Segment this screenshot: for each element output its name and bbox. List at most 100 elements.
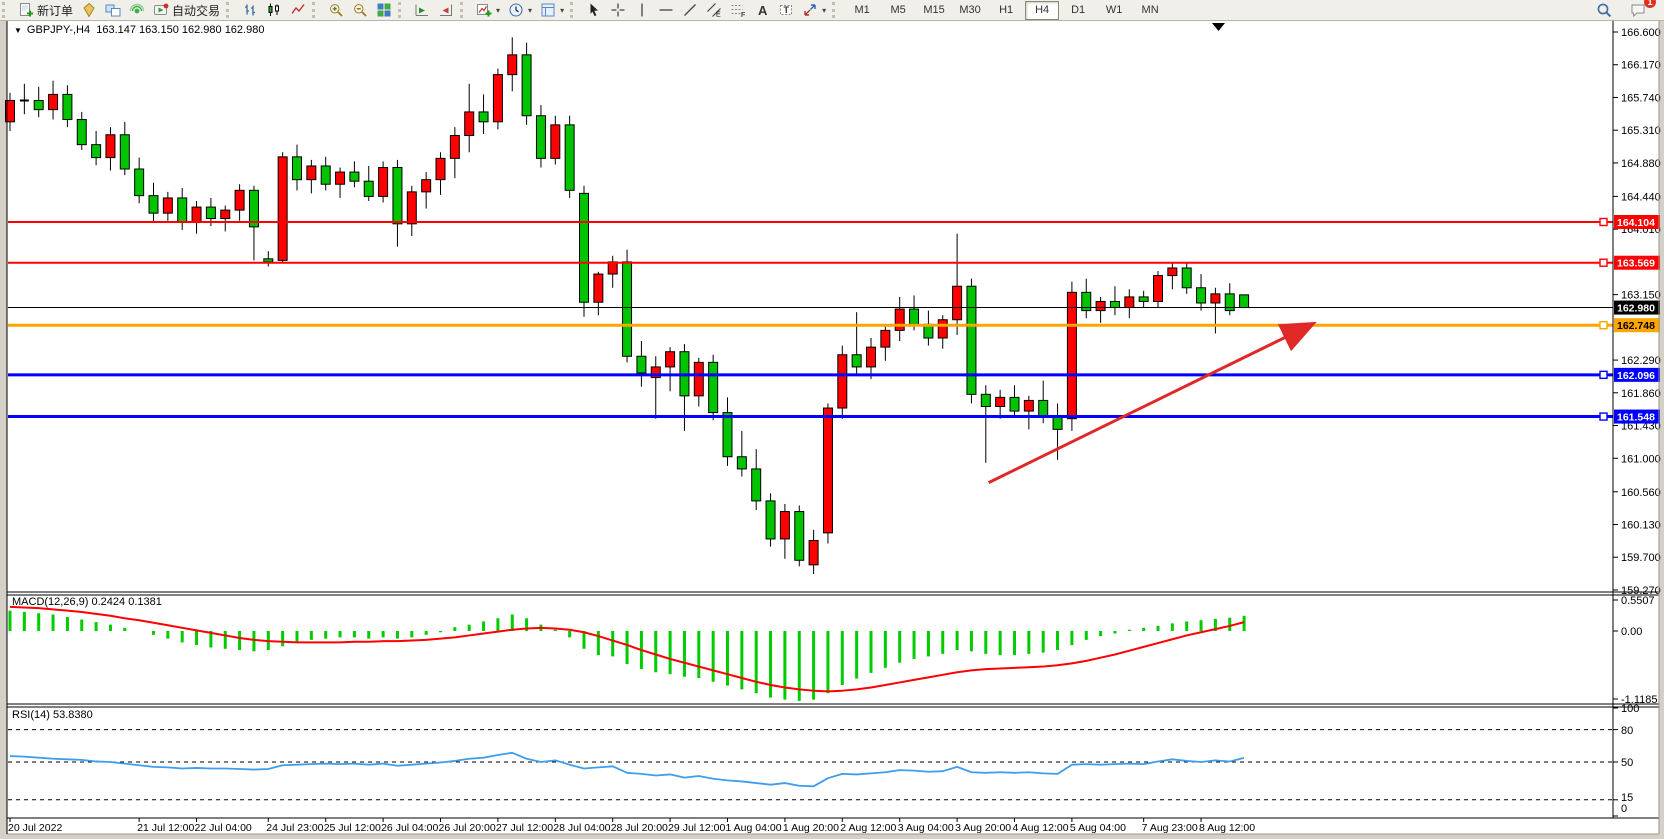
timeframe-m30-button[interactable]: M30 (959, 3, 981, 16)
price-tag: 162.748 (1617, 320, 1655, 332)
zoom-in-button[interactable] (324, 0, 348, 20)
hline-button[interactable] (654, 0, 678, 20)
autotrade-button-label: 自动交易 (172, 3, 221, 18)
rsi-tick-label: 50 (1621, 757, 1633, 769)
text-icon: A (758, 3, 768, 18)
text-button[interactable]: A (750, 0, 774, 20)
timeframe-m1-button[interactable]: M1 (854, 3, 870, 16)
timeframe-m5-button[interactable]: M5 (890, 3, 906, 16)
auto-scroll-icon (415, 4, 429, 16)
chart-shift-icon (440, 4, 453, 16)
time-tick-label: 3 Aug 04:00 (898, 822, 954, 834)
macd-pane: 0.5507 0.00 -1.1185 (8, 595, 1658, 706)
svg-text:E: E (716, 12, 721, 19)
timeframe-d1-button[interactable]: D1 (1071, 3, 1086, 16)
search-button[interactable] (1592, 0, 1616, 20)
price-tick-label: 159.700 (1621, 552, 1661, 564)
price-tag: 161.548 (1617, 412, 1655, 424)
macd-main-value: 0.2424 (91, 596, 126, 608)
price-tick-label: 162.290 (1621, 355, 1661, 367)
hline-objects (8, 217, 1613, 421)
time-tick-label: 20 Jul 2022 (8, 822, 62, 834)
macd-indicator-label: MACD(12,26,9) 0.2424 0.1381 (12, 596, 162, 608)
price-tag: 162.096 (1617, 370, 1655, 382)
trend-arrow[interactable] (988, 321, 1317, 484)
chat-icon (1631, 4, 1645, 18)
macd-tick-label: 0.00 (1621, 626, 1642, 638)
zoom-out-icon (354, 4, 367, 17)
arrows-icon (804, 4, 816, 16)
label-button[interactable]: T (774, 0, 798, 20)
price-tick-label: 164.880 (1621, 158, 1661, 170)
add-indicator-icon (477, 4, 492, 17)
zoom-out-button[interactable] (348, 0, 372, 20)
time-tick-label: 25 Jul 12:00 (324, 822, 381, 834)
dropdown-caret-icon[interactable]: ▾ (496, 5, 501, 15)
signals-button[interactable] (125, 0, 149, 20)
time-tick-label: 22 Jul 04:00 (195, 822, 252, 834)
price-tick-label: 160.130 (1621, 519, 1661, 531)
bar-chart-button[interactable] (238, 0, 262, 20)
timeframe-h1-button[interactable]: H1 (999, 3, 1014, 16)
notifications-button[interactable]: 1 (1626, 0, 1656, 20)
time-tick-label: 29 Jul 12:00 (668, 822, 725, 834)
price-tick-label: 164.440 (1621, 191, 1661, 203)
trendline-button[interactable] (678, 0, 702, 20)
price-tag: 164.104 (1617, 217, 1655, 229)
rsi-params: RSI(14) (12, 709, 50, 721)
time-tick-label: 27 Jul 12:00 (496, 822, 553, 834)
rsi-tick-label: 80 (1621, 725, 1633, 737)
periods-button[interactable]: ▾ (504, 0, 536, 20)
line-chart-button[interactable] (286, 0, 310, 20)
chart-shift-marker[interactable] (1212, 23, 1225, 31)
time-tick-label: 2 Aug 12:00 (840, 822, 896, 834)
autotrade-button[interactable]: 自动交易 (149, 0, 224, 20)
cursor-icon (590, 3, 599, 17)
trendline-icon (684, 4, 697, 16)
vline-button[interactable] (630, 0, 654, 20)
price-tick-label: 161.000 (1621, 453, 1661, 465)
charts-icon (105, 4, 121, 17)
arrows-button[interactable]: ▾ (798, 0, 830, 20)
candlestick-icon (268, 3, 280, 16)
market-button[interactable] (77, 0, 101, 20)
time-tick-label: 28 Jul 20:00 (611, 822, 668, 834)
search-icon (1597, 3, 1612, 18)
channel-button[interactable]: E (702, 0, 726, 20)
timeframe-h4-button[interactable]: H4 (1025, 0, 1060, 20)
tile-windows-button[interactable] (372, 0, 396, 20)
ohlc-quotes: 163.147 163.150 162.980 162.980 (96, 24, 265, 36)
cursor-button[interactable] (582, 0, 606, 20)
crosshair-button[interactable] (606, 0, 630, 20)
vline-icon (641, 3, 643, 17)
main-toolbar: 新订单 自动交易 ▾ ▾ ▾ E F A T ▾ M1 M5 M15 M30 H1 H4 D1 W1 MN 1 (0, 0, 1664, 21)
time-tick-label: 5 Aug 04:00 (1070, 822, 1126, 834)
chart-shift-button[interactable] (434, 0, 458, 20)
time-tick-label: 26 Jul 04:00 (381, 822, 438, 834)
toolbar-grip (460, 2, 470, 18)
dropdown-caret-icon[interactable]: ▾ (822, 5, 827, 15)
add-indicator-button[interactable]: ▾ (472, 0, 504, 20)
new-order-button[interactable]: 新订单 (14, 0, 77, 20)
notification-badge: 1 (1644, 0, 1656, 8)
time-axis: 20 Jul 2022 21 Jul 12:00 22 Jul 04:00 24 Ju… (8, 818, 1255, 834)
dropdown-caret-icon[interactable]: ▾ (528, 5, 533, 15)
toolbar-grip (2, 2, 12, 18)
charts-window-button[interactable] (101, 0, 125, 20)
timeframe-m15-button[interactable]: M15 (923, 3, 945, 16)
periods-icon (509, 3, 523, 17)
svg-text:F: F (741, 12, 745, 18)
rsi-pane: 100 80 50 150 (8, 703, 1639, 817)
timeframe-mn-button[interactable]: MN (1141, 3, 1159, 16)
dropdown-caret-icon[interactable]: ▾ (560, 5, 565, 15)
rsi-tick-label: 15 (1621, 792, 1633, 804)
candlestick-button[interactable] (262, 0, 286, 20)
auto-scroll-button[interactable] (410, 0, 434, 20)
fibo-button[interactable]: F (726, 0, 750, 20)
macd-tick-label: 0.5507 (1621, 595, 1655, 607)
template-button[interactable]: ▾ (536, 0, 568, 20)
timeframe-w1-button[interactable]: W1 (1105, 3, 1123, 16)
collapse-chart-icon[interactable]: ▼ (14, 26, 22, 35)
